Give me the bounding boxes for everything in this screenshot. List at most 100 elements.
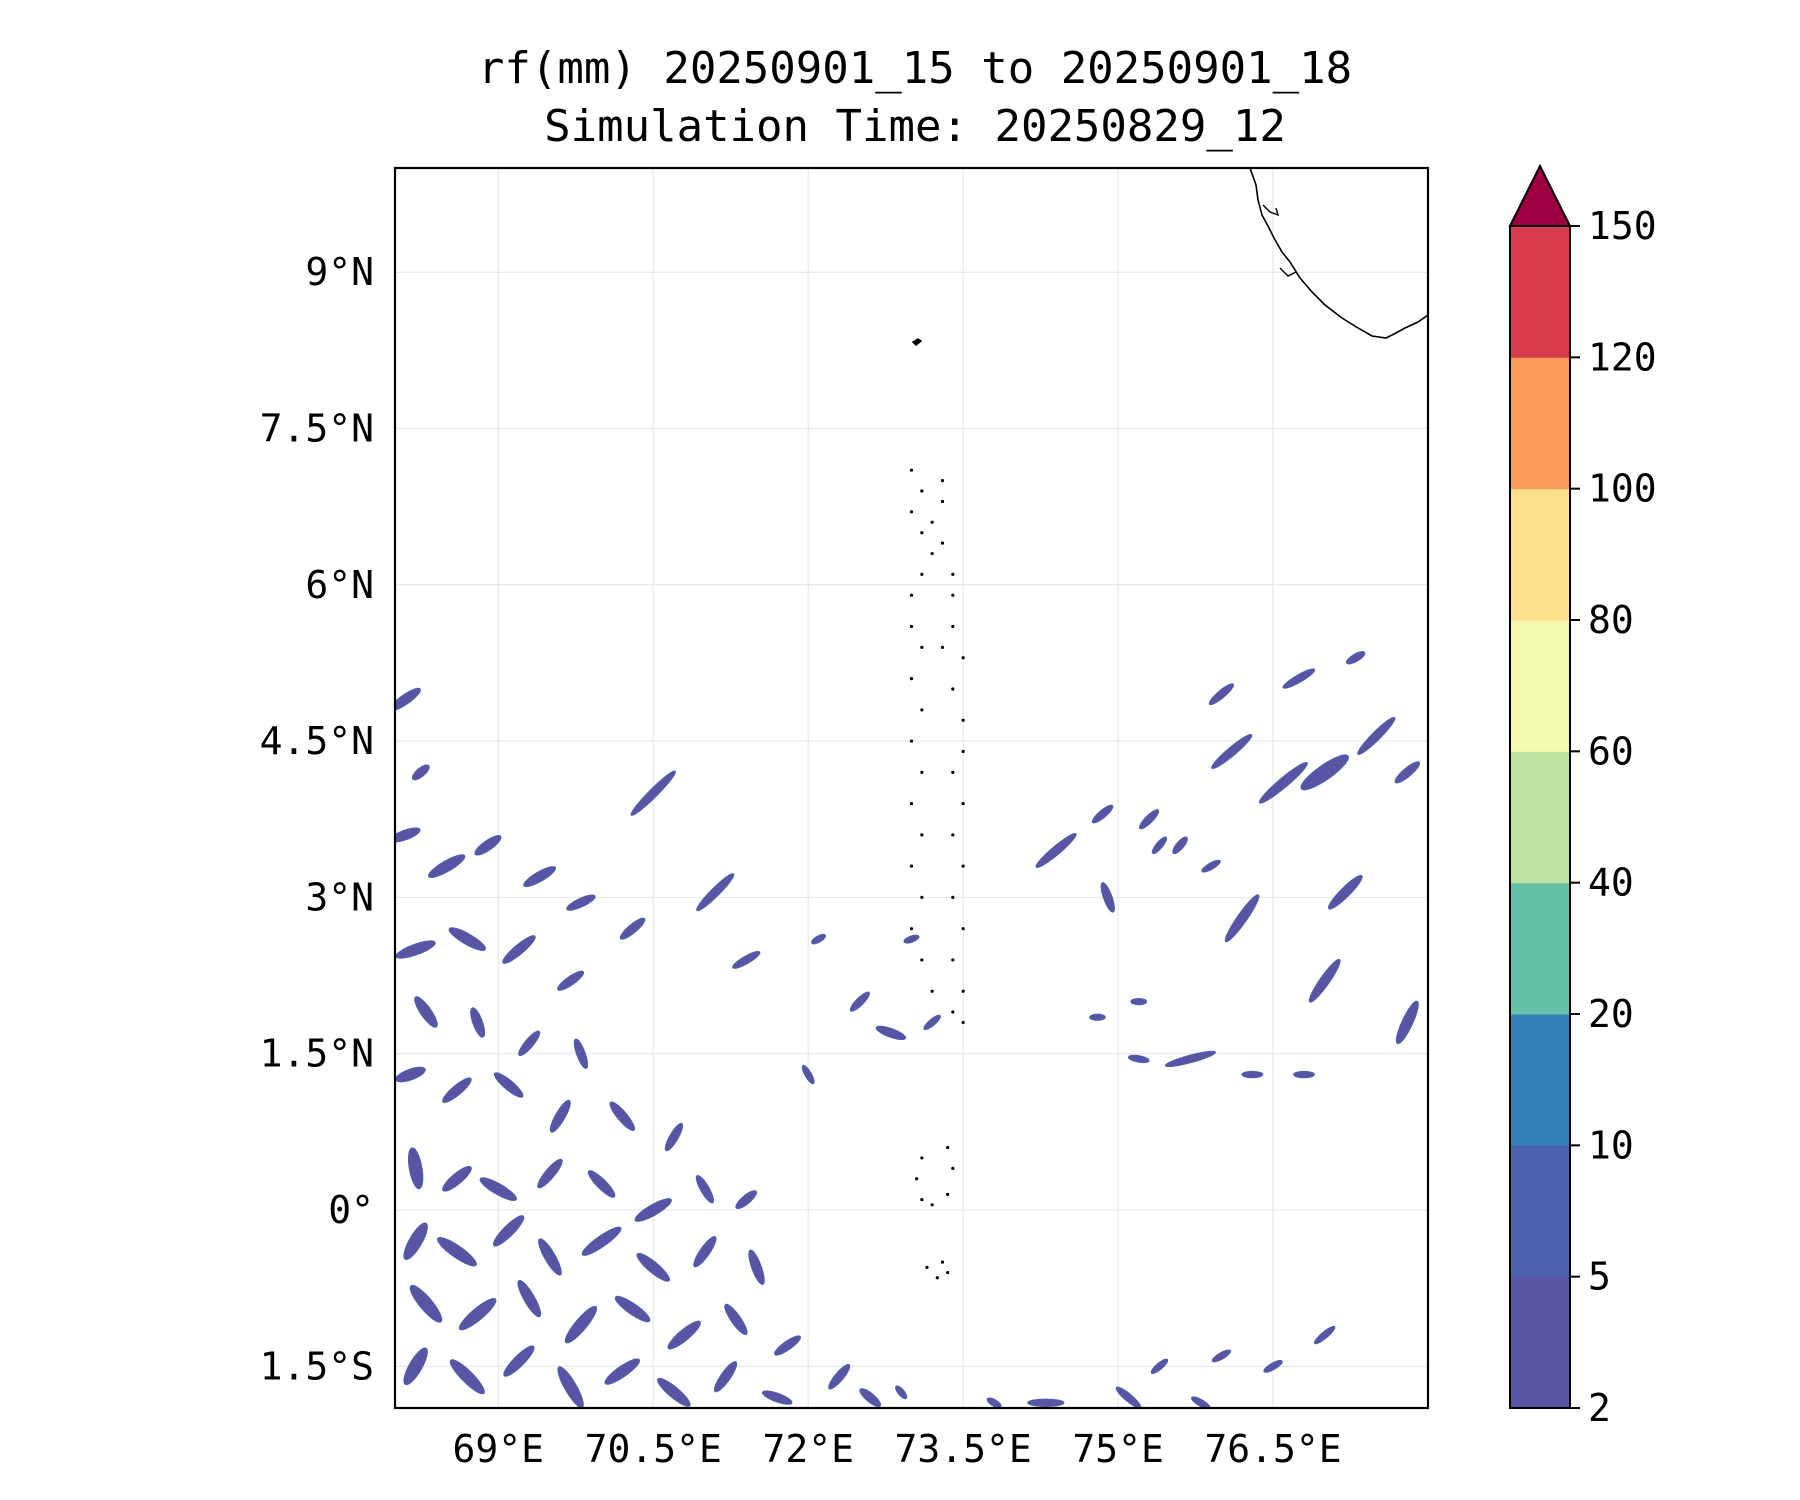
rain-cell — [1314, 1325, 1336, 1345]
rain-cell — [1345, 651, 1366, 665]
rain-cell — [1172, 836, 1188, 855]
rain-cell — [474, 835, 502, 856]
maldives-atolls — [909, 468, 965, 1280]
colorbar-segment — [1510, 1014, 1570, 1146]
colorbar-segment — [1510, 882, 1570, 1015]
atoll-dot — [909, 739, 914, 743]
coastline-inlet — [1279, 267, 1297, 277]
rain-cell — [538, 1238, 562, 1276]
atoll-dot — [961, 864, 965, 868]
colorbar-segment — [1510, 357, 1570, 490]
rain-cell — [1357, 716, 1396, 755]
map-title: rf(mm) 20250901_15 to 20250901_18 Simula… — [390, 40, 1440, 156]
colorbar-tick-label: 20 — [1588, 992, 1634, 1036]
lon-tick-label: 73.5°E — [895, 1427, 1032, 1471]
rain-cell — [442, 1165, 472, 1192]
rain-cell — [849, 991, 870, 1012]
atoll-dot — [920, 531, 924, 535]
rain-cell — [503, 1345, 535, 1377]
atoll-dot — [920, 958, 924, 962]
rain-cell — [664, 1122, 684, 1152]
coastline-india-tip — [1249, 168, 1428, 339]
title-line-2: Simulation Time: 20250829_12 — [544, 101, 1286, 152]
atoll-dot — [951, 687, 955, 691]
atoll-dot — [961, 718, 965, 722]
rain-cell — [1035, 833, 1077, 869]
atoll-dot — [920, 489, 924, 493]
atoll-dot — [951, 1010, 955, 1014]
atoll-dot — [961, 927, 965, 931]
colorbar-tick-label: 120 — [1588, 335, 1657, 379]
rain-cell — [693, 1236, 717, 1268]
rain-cell — [403, 1347, 428, 1386]
rain-cell — [1208, 683, 1235, 706]
atoll-dot — [920, 572, 924, 576]
rain-cell — [724, 1303, 748, 1336]
rain-cell — [604, 1358, 641, 1385]
latitude-tick-labels: 9°N 7.5°N 6°N 4.5°N 3°N 1.5°N 0° 1.5°S — [260, 250, 374, 1388]
colorbar-segment — [1510, 620, 1570, 752]
atoll-dot — [951, 1166, 955, 1170]
colorbar-tick-label: 100 — [1588, 467, 1657, 511]
rain-cell — [1100, 882, 1115, 913]
rain-cell — [774, 1335, 802, 1356]
rain-cell — [449, 1359, 485, 1395]
atoll-dot — [961, 1020, 965, 1025]
colorbar-tick-label: 40 — [1588, 861, 1634, 905]
rain-cell — [1164, 1050, 1216, 1068]
atoll-dot — [940, 541, 945, 545]
lat-tick-label: 0° — [328, 1188, 374, 1232]
rain-cell — [566, 894, 596, 911]
rain-cell — [1395, 1000, 1419, 1045]
atoll-dot — [909, 624, 914, 629]
atoll-dot — [930, 1203, 934, 1207]
rain-cell — [667, 1320, 702, 1350]
rain-cell — [395, 940, 436, 959]
colorbar-segment — [1510, 226, 1570, 358]
rain-cell — [1211, 1349, 1232, 1363]
colorbar-frame — [1509, 225, 1571, 1409]
atoll-dot — [946, 1192, 950, 1196]
rain-cell — [403, 1222, 428, 1261]
rain-cell — [573, 1038, 589, 1069]
rain-cell — [1201, 859, 1221, 873]
lat-tick-label: 7.5°N — [260, 407, 374, 451]
lat-tick-label: 1.5°S — [260, 1344, 374, 1388]
longitude-tick-labels: 69°E 70.5°E 72°E 73.5°E 75°E 76.5°E — [453, 1427, 1342, 1471]
atoll-dot — [951, 593, 955, 597]
colorbar-tick-label: 150 — [1588, 204, 1657, 248]
atoll-dot — [920, 645, 924, 649]
title-line-1: rf(mm) 20250901_15 to 20250901_18 — [477, 43, 1353, 94]
rain-cell — [517, 1279, 542, 1318]
rain-cell — [657, 1377, 691, 1407]
rain-cell — [713, 1361, 738, 1393]
colorbar-tick-label: 10 — [1588, 1123, 1634, 1167]
lon-tick-label: 70.5°E — [585, 1427, 722, 1471]
atoll-dot — [940, 645, 945, 649]
rain-cell — [409, 1284, 443, 1323]
rain-cell — [614, 1295, 651, 1323]
colorbar-segment — [1510, 751, 1570, 884]
atoll-dot — [961, 802, 965, 806]
lon-tick-label: 69°E — [453, 1427, 545, 1471]
atoll-dot — [930, 989, 934, 993]
lon-tick-label: 72°E — [762, 1427, 854, 1471]
atoll-dot — [940, 479, 945, 483]
rain-cell — [875, 1025, 907, 1041]
lat-tick-label: 3°N — [305, 875, 374, 919]
rain-cell — [1089, 1013, 1106, 1021]
rain-cell — [1091, 804, 1114, 824]
atoll-dot — [930, 551, 934, 556]
colorbar-segment — [1510, 1145, 1570, 1278]
rain-cell — [748, 1249, 765, 1285]
rain-cell — [696, 873, 735, 912]
atoll-dot — [951, 770, 955, 774]
colorbar-tick-label: 60 — [1588, 729, 1634, 773]
colorbar-segment — [1510, 1276, 1570, 1409]
atoll-dot — [951, 958, 955, 962]
rain-cell — [1211, 734, 1253, 770]
coastlines — [909, 168, 1428, 1280]
atoll-dot — [909, 927, 914, 931]
rain-cell — [1293, 1070, 1315, 1079]
